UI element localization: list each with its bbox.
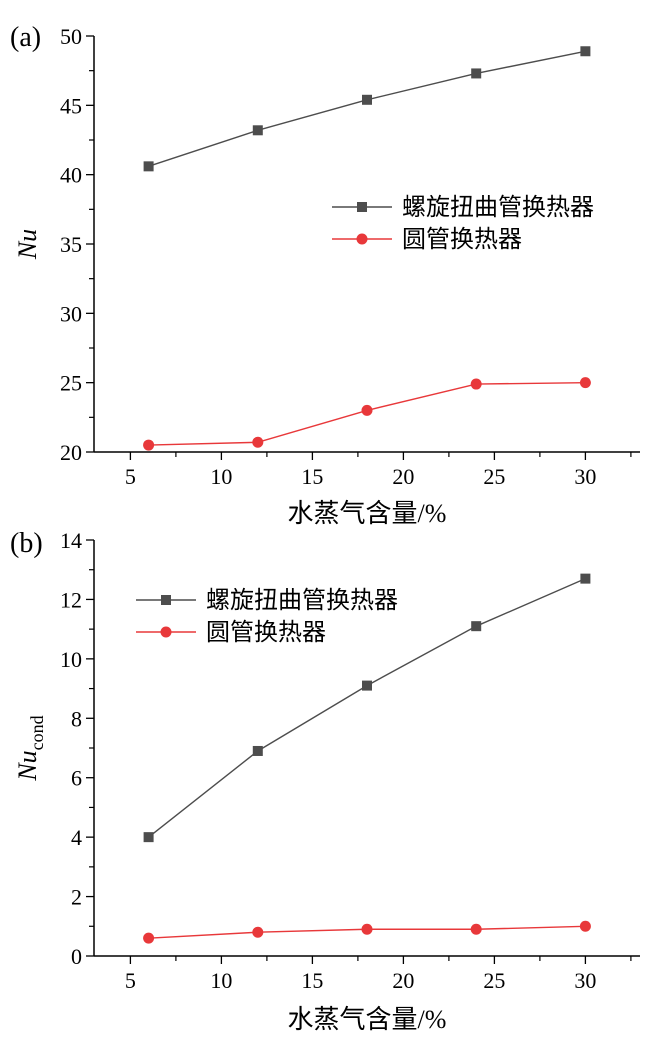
series-line [148,577,586,838]
legend-label: 螺旋扭曲管换热器 [402,194,594,221]
x-tick-label: 10 [210,464,232,489]
panel-label: (a) [10,22,41,53]
data-point [143,439,155,451]
data-point [580,573,591,584]
data-point [579,377,591,389]
y-tick-label: 30 [60,301,82,326]
x-tick-label: 25 [483,464,505,489]
data-point [361,923,373,935]
panel-label: (b) [10,528,43,559]
chart-panel-1: 5 10 15 20 25 30 0 2 4 6 8 10 12 14 (b) 水蒸气含量/% Nucond 螺旋… [10,528,640,1034]
data-point [252,125,263,136]
data-point [143,932,155,944]
y-axis-title-subscript: cond [27,715,47,750]
y-axis-title-main: Nu [13,750,42,781]
y-tick-label: 35 [60,232,82,257]
data-point [252,745,263,756]
data-point [471,68,482,79]
legend-marker [357,202,367,212]
x-tick-label: 5 [125,464,136,489]
x-axis-title: 水蒸气含量/% [288,499,447,528]
series-1 [143,920,591,944]
data-point [252,926,264,938]
x-tick-label: 30 [574,464,596,489]
data-point [470,378,482,390]
y-tick-label: 40 [60,163,82,188]
y-tick-label: 25 [60,371,82,396]
x-axis-title: 水蒸气含量/% [288,1005,447,1034]
data-point [579,920,591,932]
y-tick-label: 14 [60,528,82,553]
x-tick-label: 30 [574,968,596,993]
legend-label: 圆管换热器 [402,226,522,253]
series-1 [143,377,591,451]
x-tick-label: 5 [125,968,136,993]
y-tick-label: 4 [71,825,82,850]
y-tick-label: 50 [60,24,82,49]
x-tick-label: 10 [210,968,232,993]
data-point [580,46,591,57]
data-point [471,621,482,632]
legend-marker [160,626,172,638]
x-tick-label: 20 [392,464,414,489]
x-tick-label: 15 [301,464,323,489]
legend-label: 圆管换热器 [206,619,326,646]
data-point [362,94,372,105]
series-0 [143,46,591,172]
y-axis-title-main: Nu [13,229,42,260]
series-0 [143,573,591,843]
x-tick-label: 25 [483,968,505,993]
y-tick-label: 6 [71,766,82,791]
legend-label: 螺旋扭曲管换热器 [206,587,398,614]
y-tick-label: 12 [60,587,82,612]
legend-marker [356,233,368,245]
series-line [148,50,586,168]
y-axis-title: Nu [13,229,42,260]
y-tick-label: 10 [60,647,82,672]
y-tick-label: 2 [71,885,82,910]
data-point [362,680,372,691]
y-tick-label: 0 [71,944,82,969]
data-point [252,436,264,448]
chart-panel-0: 5 10 15 20 25 30 20 25 30 35 40 45 50 (a) 水蒸气含量/% Nu 螺旋扭… [10,22,640,528]
data-point [143,832,154,843]
y-tick-label: 8 [71,706,82,731]
legend-marker [161,595,171,605]
y-axis-title: Nucond [13,715,47,781]
y-tick-label: 20 [60,440,82,465]
data-point [470,923,482,935]
x-tick-label: 20 [392,968,414,993]
x-tick-label: 15 [301,968,323,993]
data-point [143,161,154,172]
y-tick-label: 45 [60,93,82,118]
data-point [361,404,373,416]
